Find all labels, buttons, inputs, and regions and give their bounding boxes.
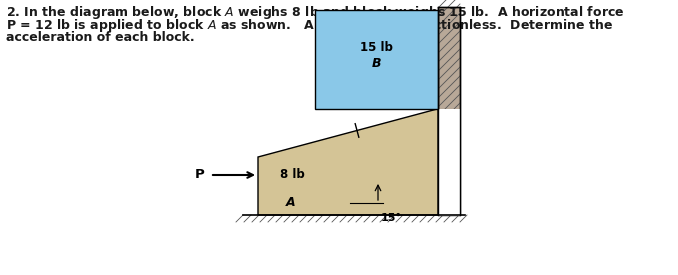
Text: A: A xyxy=(286,197,296,210)
Bar xyxy=(438,109,461,216)
Text: 8 lb: 8 lb xyxy=(280,169,304,182)
Text: acceleration of each block.: acceleration of each block. xyxy=(6,31,195,44)
Text: 15°: 15° xyxy=(381,213,402,223)
Polygon shape xyxy=(315,10,438,109)
Bar xyxy=(438,7,460,215)
Polygon shape xyxy=(258,109,438,215)
Text: P: P xyxy=(195,169,204,182)
Text: $\bf{P}$ = 12 lb is applied to block $A$ as shown.   All surfaces are frictionle: $\bf{P}$ = 12 lb is applied to block $A$… xyxy=(6,18,613,34)
Text: B: B xyxy=(372,57,381,70)
Text: 2. In the diagram below, block $A$ weighs 8 lb and block weighs 15 lb.  A horizo: 2. In the diagram below, block $A$ weigh… xyxy=(6,4,624,21)
Text: 15 lb: 15 lb xyxy=(360,41,393,54)
